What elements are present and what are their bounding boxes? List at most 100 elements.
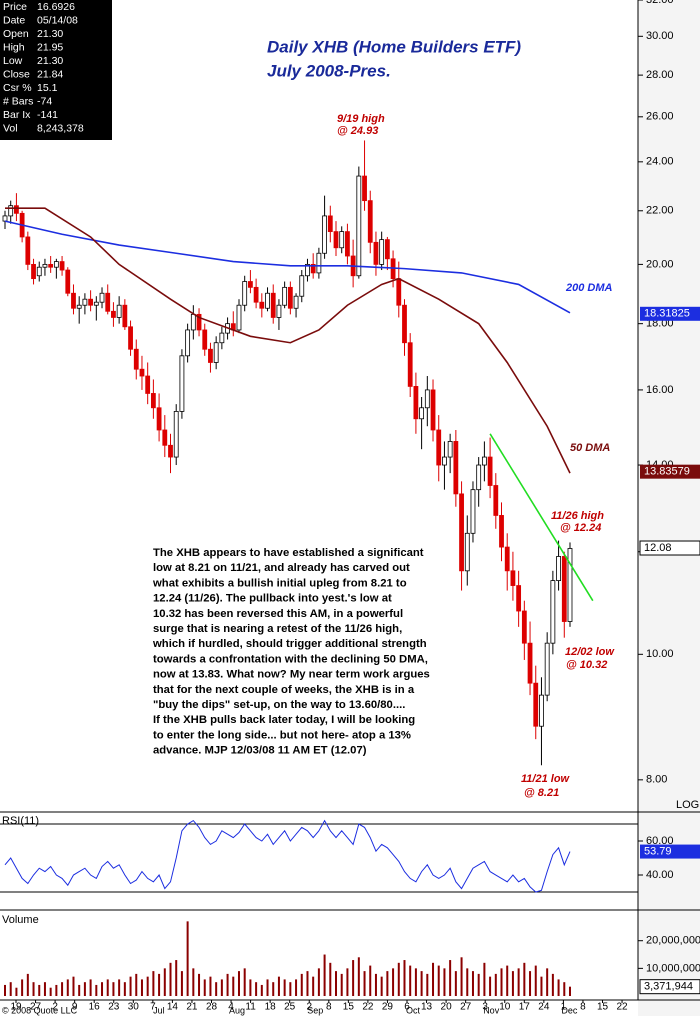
x-tick-label: 2 xyxy=(306,1002,312,1013)
last-value-box xyxy=(640,844,700,859)
candle-body xyxy=(2,215,8,222)
volume-bar xyxy=(346,968,349,996)
series-label: 50 DMA xyxy=(570,442,610,454)
volume-bar xyxy=(226,973,229,996)
last-value-box xyxy=(639,979,700,995)
volume-bar xyxy=(215,982,218,996)
x-tick-label: 13 xyxy=(421,1002,433,1013)
volume-bar xyxy=(449,960,452,996)
volume-bar xyxy=(374,973,377,996)
candle-body xyxy=(145,375,151,394)
candle-body xyxy=(82,298,88,306)
x-tick-label: 14 xyxy=(167,1002,179,1013)
info-value: 16.6926 xyxy=(37,1,75,13)
x-tick-label: 17 xyxy=(519,1002,531,1013)
candle-body xyxy=(287,286,293,309)
volume-bar xyxy=(312,976,315,996)
volume-bar xyxy=(192,968,195,996)
annotation: 11/21 low xyxy=(521,773,571,785)
info-value: -74 xyxy=(37,95,52,107)
candle-body xyxy=(322,215,327,254)
volume-bar xyxy=(237,971,240,996)
candle-body xyxy=(481,456,487,466)
info-label: # Bars xyxy=(3,95,33,107)
volume-bar xyxy=(369,965,372,996)
volume-bar xyxy=(83,982,86,996)
commentary-line: now at 13.83. What now? My near term wor… xyxy=(153,669,430,681)
commentary-line: surge that is nearing a retest of the 11… xyxy=(153,623,402,635)
last-price-box xyxy=(639,540,700,556)
commentary-line: advance. MJP 12/03/08 11 AM ET (12.07) xyxy=(153,745,367,757)
candle-body xyxy=(14,205,19,214)
annotation: 11/26 high xyxy=(551,510,604,522)
volume-bar xyxy=(152,971,155,996)
y-tick-label: 24.00 xyxy=(646,156,674,168)
info-label: Price xyxy=(3,1,27,13)
candle-body xyxy=(339,231,345,249)
candle-body xyxy=(276,304,282,318)
y-tick-label: 8.00 xyxy=(646,774,667,786)
volume-bar xyxy=(38,984,41,996)
chart-title: Daily XHB (Home Builders ETF) xyxy=(267,37,521,56)
candle-body xyxy=(487,456,493,486)
volume-bar xyxy=(460,957,463,996)
candle-body xyxy=(379,239,385,265)
commentary-line: If the XHB pulls back later today, I wil… xyxy=(153,714,415,726)
volume-bar xyxy=(380,976,383,996)
volume-bar xyxy=(43,982,46,996)
volume-bar xyxy=(4,984,6,996)
candle-body xyxy=(185,329,191,357)
candle-body xyxy=(93,301,99,306)
candle-body xyxy=(116,304,122,318)
last-price-label: 12.08 xyxy=(644,542,672,554)
info-label: High xyxy=(3,41,25,53)
volume-bar xyxy=(21,979,24,996)
y-tick-label: 40.00 xyxy=(646,869,674,881)
volume-bar xyxy=(101,982,104,996)
candle-body xyxy=(179,355,185,412)
volume-bar xyxy=(397,962,400,996)
candle-body xyxy=(424,389,430,409)
annotation: @ 12.24 xyxy=(560,522,601,534)
volume-bar xyxy=(317,968,320,996)
volume-bar xyxy=(443,968,446,996)
candle-body xyxy=(202,329,208,350)
candle-body xyxy=(504,546,510,572)
commentary-line: The XHB appears to have established a si… xyxy=(153,547,424,559)
volume-bar xyxy=(414,968,417,996)
candle-body xyxy=(111,310,116,318)
candle-body xyxy=(510,570,516,586)
info-value: 21.84 xyxy=(37,68,63,80)
candle-body xyxy=(248,281,253,288)
volume-bar xyxy=(255,982,258,996)
volume-bar xyxy=(529,971,532,996)
volume-bar xyxy=(106,979,109,996)
volume-bar xyxy=(295,979,298,996)
month-label: Oct xyxy=(406,1005,421,1015)
volume-bar xyxy=(546,968,549,996)
info-value: 05/14/08 xyxy=(37,14,78,26)
candle-body xyxy=(470,489,476,534)
volume-bar xyxy=(420,971,423,996)
candle-body xyxy=(544,642,550,696)
candle-body xyxy=(242,281,248,306)
candle-body xyxy=(25,236,31,265)
candle-body xyxy=(150,393,156,409)
candle-body xyxy=(76,304,82,309)
x-tick-label: 15 xyxy=(597,1002,609,1013)
candle-body xyxy=(550,580,556,644)
candle-body xyxy=(345,231,350,257)
rsi-line xyxy=(4,819,571,893)
volume-bar xyxy=(9,982,12,996)
candle-body xyxy=(413,386,419,420)
candle-body xyxy=(259,301,265,309)
x-tick-label: 30 xyxy=(128,1002,140,1013)
x-tick-label: 11 xyxy=(245,1002,256,1013)
x-tick-label: 28 xyxy=(206,1002,218,1013)
volume-bar xyxy=(483,962,486,996)
info-value: 21.30 xyxy=(37,28,63,40)
axis-area xyxy=(638,0,700,1016)
month-label: Aug xyxy=(229,1005,245,1015)
